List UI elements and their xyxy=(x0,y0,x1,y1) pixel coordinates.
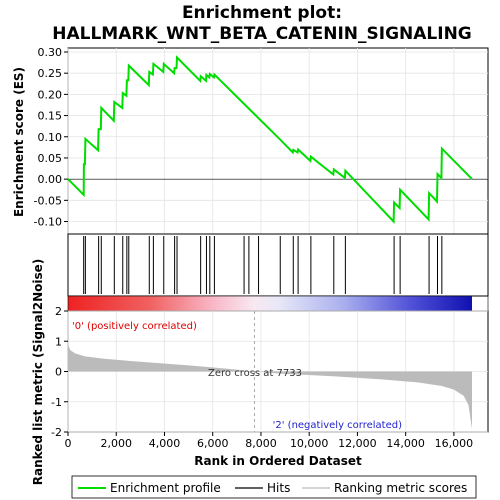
es-ytick-label: 0.10 xyxy=(38,131,63,144)
es-y-axis-label: Enrichment score (ES) xyxy=(12,67,26,217)
chart-title-line1: Enrichment plot: xyxy=(182,3,342,23)
hits-panel-frame xyxy=(67,233,489,297)
negative-correlation-label: '2' (negatively correlated) xyxy=(273,420,402,431)
es-ytick-label: 0.00 xyxy=(38,173,63,186)
xtick-label: 12,000 xyxy=(338,437,377,450)
hits-markers xyxy=(83,236,443,294)
zero-cross-label: Zero cross at 7733 xyxy=(208,368,302,379)
xtick-label: 10,000 xyxy=(290,437,329,450)
positive-correlation-label: '0' (positively correlated) xyxy=(72,321,197,332)
xtick-label: 4,000 xyxy=(149,437,181,450)
legend-ranking-label: Ranking metric scores xyxy=(334,481,467,495)
es-ytick-label: -0.10 xyxy=(34,216,62,229)
xtick-label: 14,000 xyxy=(386,437,425,450)
legend-enrichment-label: Enrichment profile xyxy=(110,481,221,495)
rank-y-axis-ticks: -2 -1 0 1 2 xyxy=(51,305,68,439)
xtick-label: 0 xyxy=(65,437,72,450)
legend-hits-label: Hits xyxy=(267,481,290,495)
chart-title-line2: HALLMARK_WNT_BETA_CATENIN_SIGNALING xyxy=(52,24,472,44)
es-ytick-label: -0.05 xyxy=(34,194,62,207)
x-axis-label: Rank in Ordered Dataset xyxy=(194,454,362,468)
rank-ytick-label: -2 xyxy=(51,426,62,439)
es-ytick-label: 0.15 xyxy=(38,110,63,123)
xtick-label: 2,000 xyxy=(100,437,132,450)
rank-ytick-label: -1 xyxy=(51,396,62,409)
rank-ytick-label: 2 xyxy=(55,305,62,318)
es-y-axis-ticks: -0.10 -0.05 0.00 0.05 0.10 0.15 0.20 0.25 0.30 xyxy=(34,46,68,229)
xtick-label: 16,000 xyxy=(435,437,474,450)
enrichment-profile-line xyxy=(67,55,473,224)
rank-x-axis-ticks: 0 2,000 4,000 6,000 8,000 10,000 12,000 14,000 1… xyxy=(65,432,474,450)
es-ytick-label: 0.25 xyxy=(38,67,63,80)
xtick-label: 6,000 xyxy=(197,437,229,450)
es-ytick-label: 0.05 xyxy=(38,152,63,165)
rank-ytick-label: 1 xyxy=(55,335,62,348)
es-panel-frame xyxy=(67,47,489,235)
es-ytick-label: 0.20 xyxy=(38,88,63,101)
rank-ytick-label: 0 xyxy=(55,366,62,379)
rank-heatmap-bar xyxy=(68,296,472,311)
legend-box xyxy=(71,475,477,499)
rank-y-axis-label: Ranked list metric (Signal2Noise) xyxy=(31,259,45,486)
xtick-label: 8,000 xyxy=(245,437,277,450)
es-ytick-label: 0.30 xyxy=(38,46,63,59)
ranking-metric-area xyxy=(68,344,472,429)
